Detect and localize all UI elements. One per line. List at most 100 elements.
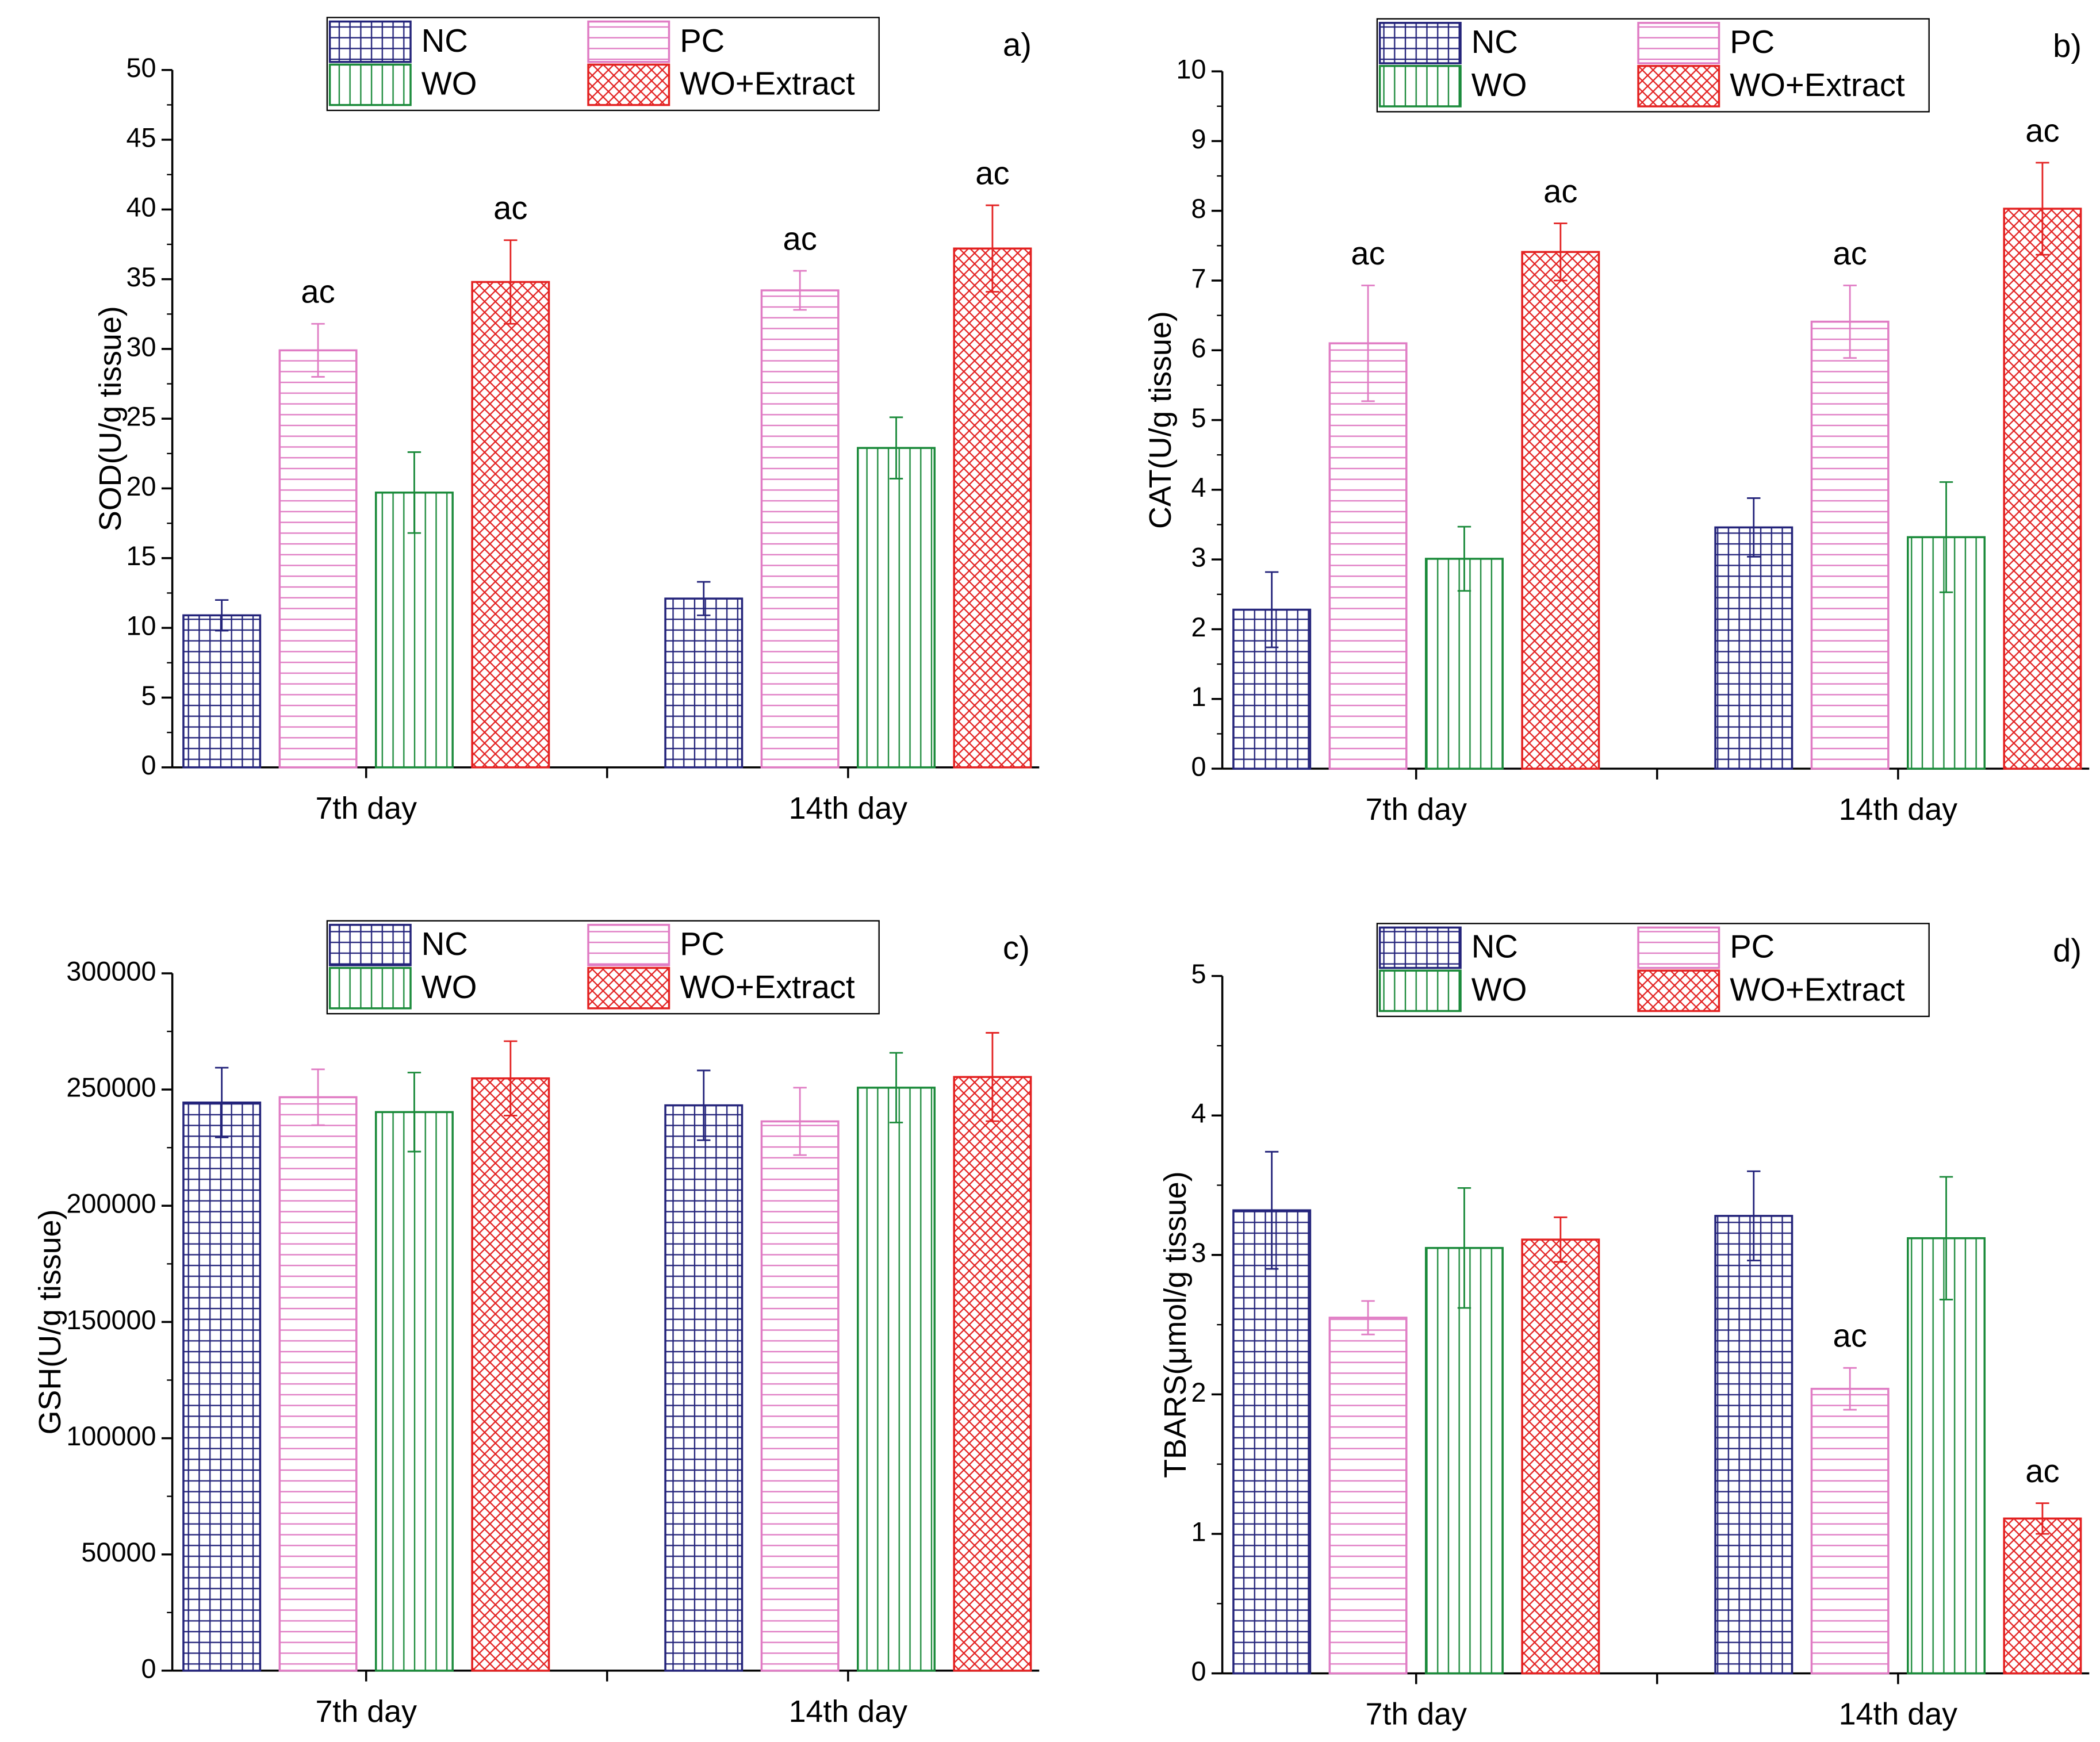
- bar: [278, 1096, 358, 1672]
- bar: [1907, 1237, 1986, 1675]
- x-tick-label: 7th day: [315, 791, 417, 826]
- annotation: ac: [975, 155, 1009, 191]
- y-tick-label: 10: [1176, 54, 1206, 84]
- y-tick-label: 8: [1191, 194, 1206, 224]
- legend-label: NC: [421, 926, 468, 962]
- legend-label: WO+Extract: [680, 969, 855, 1005]
- legend-swatch: [328, 63, 412, 106]
- y-tick-label: 300000: [66, 956, 156, 986]
- legend-swatch: [1637, 22, 1720, 64]
- legend-swatch: [328, 966, 412, 1010]
- y-tick-label: 7: [1191, 263, 1206, 293]
- legend-swatch: [1378, 64, 1462, 108]
- panel-label: a): [1003, 26, 1032, 63]
- bar: [2003, 1517, 2082, 1675]
- legend-label: WO: [421, 66, 477, 102]
- legend-swatch: [1637, 64, 1720, 108]
- bar: [471, 281, 550, 769]
- x-tick-label: 14th day: [789, 1694, 908, 1729]
- y-tick-label: 20: [126, 471, 156, 501]
- panel: 0 1 2 3 4 5 TBARS(μmol/g tissue) 7th day 14th da…: [1158, 923, 2090, 1732]
- annotation: ac: [2025, 1453, 2059, 1489]
- bar: [1521, 1238, 1600, 1675]
- bar: [1521, 251, 1600, 770]
- x-tick-label: 7th day: [315, 1694, 417, 1729]
- panel-label: d): [2053, 933, 2082, 969]
- y-tick-label: 5: [141, 681, 156, 711]
- panel: 0 5 10 15 20 25 30 35 40 45 50 SOD(U/g tissue) 7th d…: [93, 17, 1040, 826]
- bar: [374, 492, 454, 769]
- x-tick-label: 14th day: [789, 791, 908, 826]
- legend-label: WO: [1471, 67, 1527, 103]
- legend-swatch: [1637, 969, 1720, 1012]
- y-tick-label: 0: [141, 1653, 156, 1683]
- y-tick-label: 1: [1191, 682, 1206, 712]
- panel-label: b): [2053, 28, 2082, 64]
- bar: [1810, 320, 1890, 770]
- y-tick-label: 2: [1191, 612, 1206, 642]
- y-tick-label: 10: [126, 611, 156, 640]
- bar: [1328, 342, 1408, 770]
- y-tick-label: 3: [1191, 1238, 1206, 1268]
- panel: 0 1 2 3 4 5 6 7 8 9 10 CAT(U/g tissue) 7th day 14th d…: [1143, 18, 2090, 827]
- y-axis-label: SOD(U/g tissue): [93, 306, 128, 531]
- legend-swatch: [587, 966, 670, 1010]
- annotation: ac: [1833, 235, 1867, 271]
- legend-swatch: [587, 20, 670, 63]
- y-tick-label: 9: [1191, 124, 1206, 154]
- legend-swatch: [587, 63, 670, 106]
- legend-swatch: [1378, 926, 1462, 969]
- y-tick-label: 5: [1191, 403, 1206, 433]
- bar: [1328, 1317, 1408, 1675]
- bar: [760, 1120, 840, 1672]
- legend-label: NC: [1471, 928, 1518, 965]
- bar: [1714, 1215, 1794, 1675]
- annotation: ac: [1833, 1318, 1867, 1354]
- legend-label: WO: [421, 969, 477, 1005]
- bar: [182, 614, 262, 769]
- bar: [1810, 1387, 1890, 1675]
- legend-swatch: [587, 923, 670, 966]
- y-tick-label: 25: [126, 402, 156, 432]
- legend-label: WO+Extract: [680, 66, 855, 102]
- panel: 0 50000 100000 150000 200000 250000 300000 GSH(…: [33, 920, 1040, 1729]
- x-tick-label: 14th day: [1839, 1697, 1958, 1732]
- x-tick-label: 7th day: [1365, 792, 1467, 827]
- bar: [857, 447, 936, 769]
- annotation: ac: [2025, 112, 2059, 148]
- bar: [953, 1076, 1032, 1672]
- y-tick-label: 6: [1191, 333, 1206, 363]
- y-tick-label: 100000: [66, 1421, 156, 1451]
- annotation: ac: [493, 190, 527, 226]
- legend-label: NC: [421, 22, 468, 59]
- y-tick-label: 3: [1191, 543, 1206, 573]
- y-tick-label: 0: [141, 750, 156, 780]
- y-tick-label: 0: [1191, 1656, 1206, 1686]
- legend-label: NC: [1471, 24, 1518, 60]
- bar: [278, 349, 358, 769]
- bar: [1232, 1209, 1312, 1675]
- bar: [374, 1111, 454, 1672]
- legend-swatch: [1378, 22, 1462, 64]
- y-tick-label: 0: [1191, 751, 1206, 781]
- legend-label: WO+Extract: [1730, 67, 1905, 103]
- y-axis-label: GSH(U/g tissue): [33, 1209, 67, 1434]
- legend-label: PC: [1730, 928, 1775, 965]
- y-tick-label: 2: [1191, 1378, 1206, 1407]
- y-tick-label: 45: [126, 122, 156, 152]
- bar: [664, 1104, 744, 1672]
- legend-swatch: [328, 20, 412, 63]
- bar: [471, 1077, 550, 1672]
- annotation: ac: [1543, 173, 1577, 209]
- bar: [2003, 208, 2082, 770]
- bar: [760, 289, 840, 769]
- bar: [1424, 1246, 1504, 1675]
- legend-label: WO: [1471, 972, 1527, 1008]
- y-tick-label: 250000: [66, 1072, 156, 1102]
- y-tick-label: 4: [1191, 1099, 1206, 1129]
- x-tick-label: 14th day: [1839, 792, 1958, 827]
- legend-label: PC: [680, 926, 725, 962]
- legend-label: WO+Extract: [1730, 972, 1905, 1008]
